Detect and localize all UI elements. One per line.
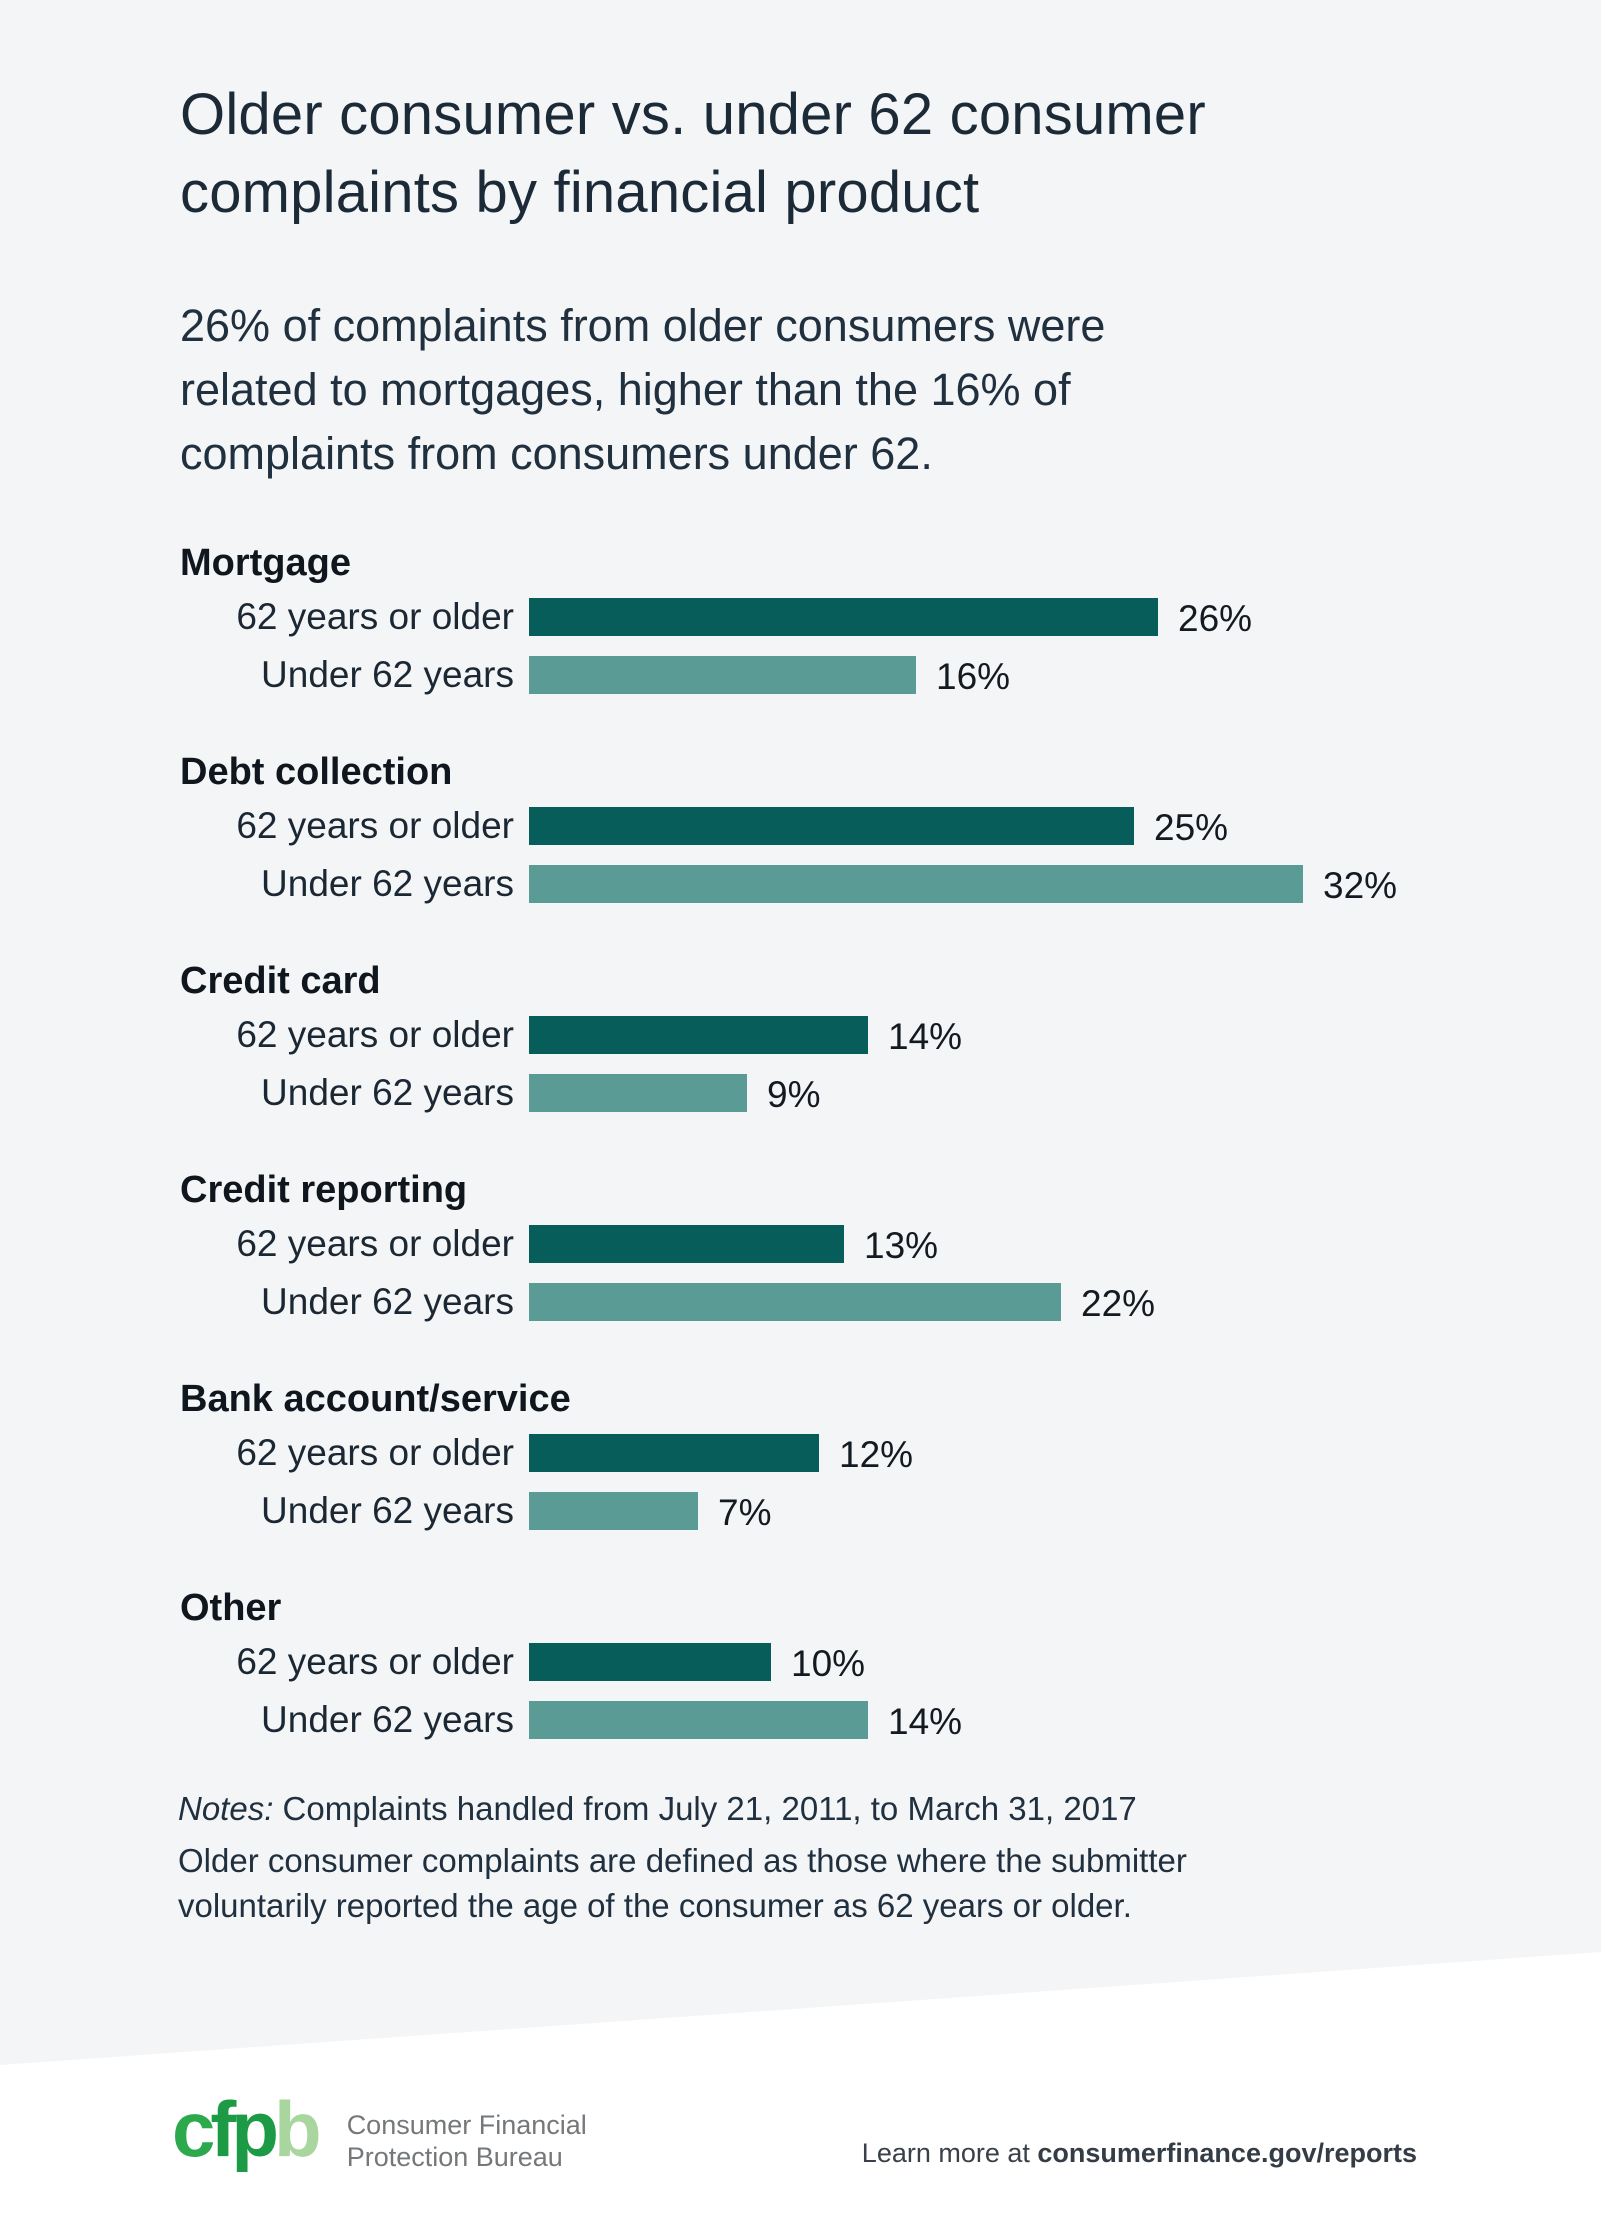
subtitle-line-1: 26% of complaints from older consumers w… (180, 300, 1106, 351)
chart-section-mortgage: Mortgage 62 years or older 26% Under 62 yea… (180, 540, 1560, 714)
logo-letter-c: c (172, 2085, 215, 2173)
bar-under-62-years (529, 1701, 868, 1739)
brand-line-2: Protection Bureau (346, 2142, 563, 2172)
bar-row: 62 years or older 14% (180, 1014, 1560, 1057)
title-line-1: Older consumer vs. under 62 consumer (180, 82, 1206, 147)
bar-62-years-or-older (529, 1434, 819, 1472)
cfpb-brand-text: Consumer Financial Protection Bureau (347, 2088, 587, 2173)
bar-value-label: 7% (718, 1492, 772, 1533)
learn-more-text: Learn more at consumerfinance.gov/report… (862, 2136, 1417, 2170)
series-label: 62 years or older (236, 1014, 514, 1055)
learn-more-prefix: Learn more at (861, 2138, 1038, 2168)
series-label: Under 62 years (261, 1072, 514, 1113)
cfpb-logo-letters: cfpb (172, 2085, 322, 2173)
bar-under-62-years (529, 865, 1303, 903)
series-label: 62 years or older (236, 596, 514, 637)
bar-under-62-years (529, 656, 916, 694)
logo-letter-b: b (274, 2085, 322, 2173)
bar-value-label: 14% (888, 1016, 963, 1057)
bar-row: Under 62 years 32% (180, 863, 1560, 906)
chart-section-debt-collection: Debt collection 62 years or older 25% Under… (180, 749, 1560, 923)
bar-row: Under 62 years 7% (180, 1490, 1560, 1533)
bar-value-label: 22% (1081, 1283, 1156, 1324)
title-line-2: complaints by financial product (180, 160, 980, 225)
series-label: 62 years or older (236, 1641, 514, 1682)
series-label: 62 years or older (236, 805, 514, 846)
bar-row: 62 years or older 25% (180, 805, 1560, 848)
cfpb-logo: cfpb Consumer Financial Protection Burea… (172, 2088, 587, 2173)
series-label: Under 62 years (261, 1281, 514, 1322)
chart-section-credit-card: Credit card 62 years or older 14% Under 62 … (180, 958, 1560, 1132)
bar-row: Under 62 years 9% (180, 1072, 1560, 1115)
bar-62-years-or-older (529, 1643, 771, 1681)
series-label: 62 years or older (236, 1223, 514, 1264)
notes-line-1: Notes: Complaints handled from July 21, … (178, 1786, 1398, 1831)
bar-value-label: 14% (888, 1701, 963, 1742)
bar-62-years-or-older (529, 1016, 868, 1054)
category-label: Mortgage (180, 542, 351, 584)
bar-value-label: 32% (1323, 865, 1398, 906)
bar-row: 62 years or older 10% (180, 1641, 1560, 1684)
brand-line-1: Consumer Financial (346, 2110, 587, 2140)
bar-row: Under 62 years 22% (180, 1281, 1560, 1324)
bar-value-label: 12% (839, 1434, 914, 1475)
bar-62-years-or-older (529, 598, 1158, 636)
bar-value-label: 13% (864, 1225, 939, 1266)
bar-row: Under 62 years 14% (180, 1699, 1560, 1742)
notes-body-line-1: Older consumer complaints are defined as… (178, 1842, 1187, 1879)
bar-value-label: 9% (767, 1074, 821, 1115)
subtitle-line-3: complaints from consumers under 62. (180, 428, 933, 479)
category-label: Other (180, 1587, 282, 1629)
series-label: Under 62 years (261, 1490, 514, 1531)
bar-row: 62 years or older 13% (180, 1223, 1560, 1266)
learn-more-link[interactable]: consumerfinance.gov/reports (1037, 2138, 1417, 2168)
category-label: Credit card (180, 960, 381, 1002)
page-title: Older consumer vs. under 62 consumer com… (180, 76, 1206, 232)
bar-value-label: 25% (1154, 807, 1229, 848)
bar-row: Under 62 years 16% (180, 654, 1560, 697)
series-label: 62 years or older (236, 1432, 514, 1473)
subtitle-line-2: related to mortgages, higher than the 16… (180, 364, 1071, 415)
chart-section-credit-reporting: Credit reporting 62 years or older 13% Unde… (180, 1167, 1560, 1341)
bar-value-label: 10% (791, 1643, 866, 1684)
bar-under-62-years (529, 1492, 698, 1530)
chart-section-other: Other 62 years or older 10% Under 62 years 1… (180, 1585, 1560, 1759)
series-label: Under 62 years (261, 863, 514, 904)
bar-value-label: 26% (1178, 598, 1253, 639)
notes-date-range: Complaints handled from July 21, 2011, t… (282, 1790, 1137, 1827)
series-label: Under 62 years (261, 1699, 514, 1740)
chart-section-bank-account-service: Bank account/service 62 years or older 12%… (180, 1376, 1560, 1550)
logo-letter-f: f (210, 2085, 236, 2173)
page-subtitle: 26% of complaints from older consumers w… (180, 294, 1105, 486)
bar-62-years-or-older (529, 807, 1134, 845)
notes-body-line-2: voluntarily reported the age of the cons… (178, 1887, 1132, 1924)
series-label: Under 62 years (261, 654, 514, 695)
bar-under-62-years (529, 1283, 1061, 1321)
bar-under-62-years (529, 1074, 747, 1112)
category-label: Bank account/service (180, 1378, 571, 1420)
bar-row: 62 years or older 12% (180, 1432, 1560, 1475)
chart-notes: Notes: Complaints handled from July 21, … (178, 1786, 1398, 1928)
bar-row: 62 years or older 26% (180, 596, 1560, 639)
notes-label: Notes: (178, 1790, 274, 1827)
logo-letter-p: p (231, 2085, 279, 2173)
category-label: Credit reporting (180, 1169, 468, 1211)
bar-62-years-or-older (529, 1225, 844, 1263)
category-label: Debt collection (180, 751, 453, 793)
bar-value-label: 16% (936, 656, 1011, 697)
